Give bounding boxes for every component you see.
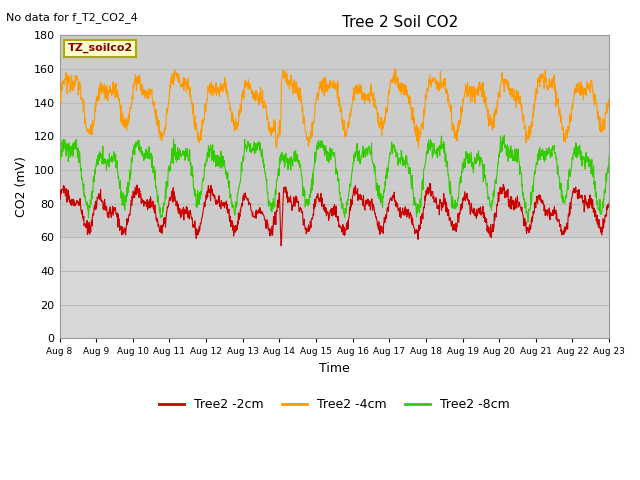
Title: Tree 2 Soil CO2: Tree 2 Soil CO2	[342, 15, 458, 30]
Text: TZ_soilco2: TZ_soilco2	[68, 43, 133, 53]
Y-axis label: CO2 (mV): CO2 (mV)	[15, 156, 28, 217]
Bar	[60, 36, 609, 237]
Legend: Tree2 -2cm, Tree2 -4cm, Tree2 -8cm: Tree2 -2cm, Tree2 -4cm, Tree2 -8cm	[154, 393, 515, 416]
Text: No data for f_T2_CO2_4: No data for f_T2_CO2_4	[6, 12, 138, 23]
X-axis label: Time: Time	[319, 362, 349, 375]
